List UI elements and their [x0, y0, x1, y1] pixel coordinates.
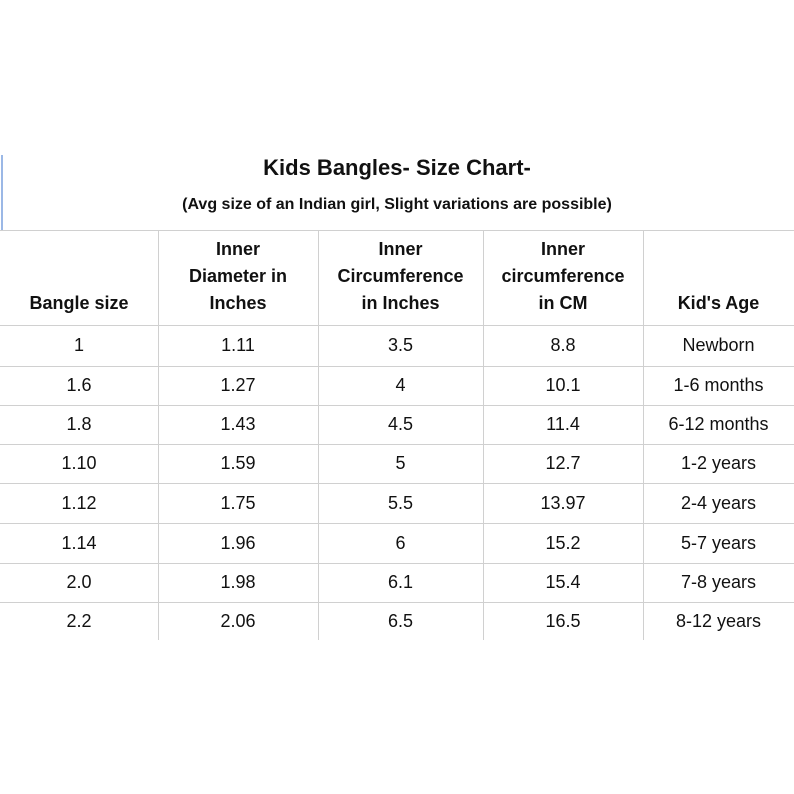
header-cell: Inner Diameter in Inches	[158, 230, 318, 325]
subtitle: (Avg size of an Indian girl, Slight vari…	[182, 196, 612, 213]
table-cell: 3.5	[387, 335, 414, 355]
table-cell: 2.0	[66, 572, 92, 592]
table-cell: 2.06	[220, 610, 256, 631]
table-cell: 5-7 years	[680, 532, 757, 553]
table-cell: 1.12	[61, 492, 97, 513]
table-cell: 2.2	[66, 610, 92, 631]
header-line: Circumference	[337, 266, 464, 286]
table-cell: Newborn	[682, 335, 755, 355]
table-cell: 1	[73, 335, 84, 355]
table-cell: 10.1	[545, 375, 581, 395]
header-line: Inner	[215, 239, 260, 259]
row-border	[0, 325, 794, 326]
table-cell: 1.6	[66, 375, 92, 395]
row-border	[0, 230, 794, 231]
table-cell: 15.4	[545, 572, 581, 592]
table-cell: 1.10	[61, 453, 97, 473]
table-cell: 1.14	[61, 532, 97, 553]
table-cell: 1.43	[220, 414, 256, 434]
table-cell: 7-8 years	[680, 572, 757, 592]
table-cell: 6.5	[387, 610, 414, 631]
header-cell: Inner circumference in CM	[483, 230, 643, 325]
header-cell: Kid's Age	[643, 230, 794, 325]
selection-edge	[1, 155, 3, 230]
table-cell: 4	[395, 375, 406, 395]
table-cell: 1.96	[220, 532, 256, 553]
row-border	[0, 405, 794, 406]
header-line: Kid's Age	[677, 293, 760, 313]
table-cell: 12.7	[545, 453, 581, 473]
table-cell: 4.5	[387, 414, 414, 434]
table-cell: 2-4 years	[680, 492, 757, 513]
table-cell: 1-6 months	[673, 375, 764, 395]
table-cell: 1.59	[220, 453, 256, 473]
header-line: Diameter in	[188, 266, 288, 286]
table-cell: 5.5	[387, 492, 414, 513]
table-cell: 1.8	[66, 414, 92, 434]
header-line: Inner	[540, 239, 585, 259]
header-cell: Bangle size	[0, 230, 158, 325]
table-cell: 6.1	[387, 572, 414, 592]
header-line: Bangle size	[29, 293, 129, 313]
table-cell: 5	[395, 453, 406, 473]
header-cell: Inner Circumference in Inches	[318, 230, 483, 325]
table-cell: 13.97	[540, 492, 586, 513]
header-line: circumference	[501, 266, 625, 286]
title: Kids Bangles- Size Chart-	[263, 155, 531, 180]
header-line: in CM	[538, 293, 588, 313]
table-cell: 1.98	[220, 572, 256, 592]
column-border	[643, 230, 644, 640]
table-cell: 6	[395, 532, 406, 553]
table-cell: 11.4	[546, 414, 580, 434]
row-border	[0, 523, 794, 524]
table-cell: 8.8	[550, 335, 576, 355]
header-line: Inches	[209, 293, 267, 313]
table-cell: 1.75	[220, 492, 256, 513]
column-border	[318, 230, 319, 640]
column-border	[158, 230, 159, 640]
header-line: Inner	[378, 239, 423, 259]
table-cell: 8-12 years	[675, 610, 762, 631]
table-cell: 6-12 months	[668, 414, 769, 434]
table-cell: 1.27	[220, 375, 256, 395]
row-border	[0, 483, 794, 484]
row-border	[0, 563, 794, 564]
table-cell: 16.5	[545, 610, 581, 631]
column-border	[483, 230, 484, 640]
row-border	[0, 444, 794, 445]
row-border	[0, 602, 794, 603]
row-border	[0, 366, 794, 367]
table-cell: 1.11	[221, 335, 255, 355]
table-cell: 1-2 years	[680, 453, 757, 473]
header-line: in Inches	[361, 293, 440, 313]
table-cell: 15.2	[545, 532, 581, 553]
